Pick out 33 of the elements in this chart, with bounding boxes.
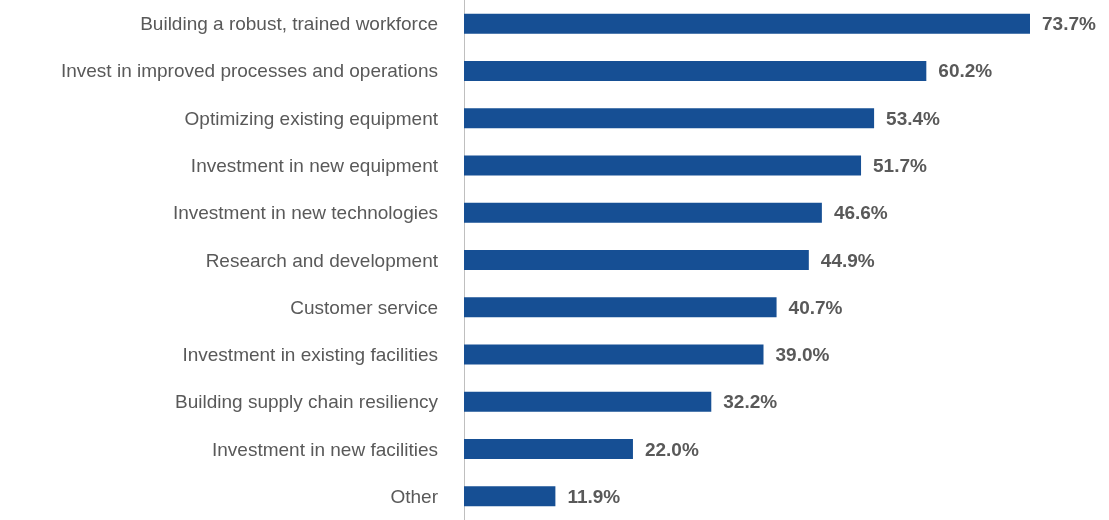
bar: [464, 108, 875, 129]
data-label: 73.7%: [1042, 13, 1096, 35]
data-label: 32.2%: [723, 391, 778, 413]
data-label: 53.4%: [886, 107, 941, 129]
y-tick-label: Investment in new technologies: [172, 202, 438, 224]
y-tick-label: Other: [390, 485, 439, 507]
data-label: 44.9%: [820, 249, 875, 271]
data-label: 40.7%: [788, 296, 843, 318]
bar: [464, 13, 1030, 34]
y-tick-label: Building supply chain resiliency: [175, 391, 439, 413]
bar: [464, 391, 712, 412]
data-label: 11.9%: [567, 485, 621, 507]
y-tick-label: Invest in improved processes and operations: [60, 60, 438, 82]
data-label: 39.0%: [775, 344, 830, 366]
y-tick-label: Research and development: [205, 249, 439, 271]
bar: [464, 344, 764, 365]
bar: [464, 486, 556, 507]
y-tick-label: Investment in existing facilities: [182, 344, 438, 366]
y-tick-label: Investment in new facilities: [212, 438, 438, 460]
y-tick-label: Optimizing existing equipment: [184, 107, 439, 129]
data-label: 60.2%: [938, 60, 993, 82]
data-label: 22.0%: [644, 438, 699, 460]
y-tick-label: Investment in new equipment: [190, 154, 439, 176]
data-label: 46.6%: [833, 202, 888, 224]
bar: [464, 250, 809, 270]
bar: [464, 60, 927, 81]
bar: [464, 439, 633, 460]
bar: [464, 202, 822, 223]
data-label: 51.7%: [873, 154, 928, 176]
bar: [464, 297, 777, 318]
y-tick-label: Building a robust, trained workforce: [140, 13, 438, 35]
bar: [464, 155, 862, 176]
y-tick-label: Customer service: [290, 296, 438, 318]
